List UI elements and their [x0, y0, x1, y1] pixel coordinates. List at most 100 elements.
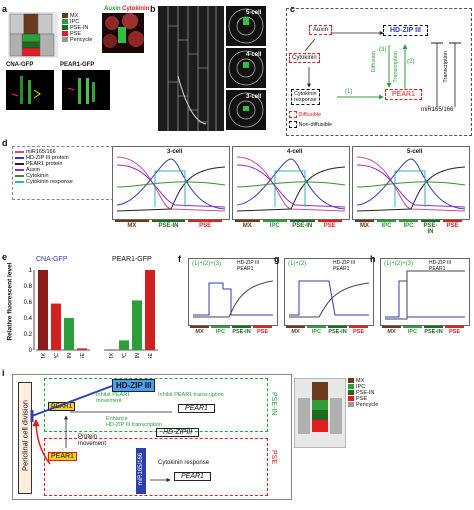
panel-h-letter: h [370, 254, 376, 264]
legend-d: miR165/166 HD-ZIP III protein PEAR1 prot… [12, 146, 114, 200]
mir-label: miR165/166 [421, 107, 454, 113]
zone-label: MX [291, 329, 300, 335]
legend-d-auxin: Auxin [26, 167, 40, 173]
cytokinin-response-box: Cytokinin response [291, 89, 320, 105]
zone-label: IPC [311, 329, 322, 335]
label-5cell: 5-cell [246, 10, 262, 16]
cna-gfp-micrograph [6, 70, 54, 110]
bar [64, 318, 74, 350]
zone-label: IPC [381, 223, 392, 229]
zone-bar [382, 326, 401, 328]
panel-d-letter: d [2, 138, 8, 148]
hdzip-curve [116, 158, 226, 210]
zone-bar [115, 220, 149, 222]
zone-label: MX [360, 223, 369, 229]
legend-pericycle: Pericycle [70, 37, 93, 43]
hdzip-curve [236, 158, 346, 210]
enhance-text-2: HD-ZIP III transcription [106, 422, 162, 428]
label-n3: (3) [379, 47, 387, 53]
protein-text-1: Protein [78, 434, 98, 440]
e-xtick: MX [41, 353, 47, 358]
e-xtick: MX [109, 353, 115, 358]
mir-bar: miR165/166 [136, 448, 146, 494]
auxin-cytokinin-micrograph [102, 13, 144, 53]
e-ylabel: Relative fluorescent level [6, 262, 14, 341]
model-arrows [304, 31, 461, 107]
cytokinin-response-text: Cytokinin response [158, 460, 210, 466]
periclinal-bar: Periclinal cell division [18, 382, 32, 494]
nondiffusible-legend: Non-diffusible [289, 121, 332, 128]
zone-bar [349, 326, 368, 328]
legend-d-mir: miR165/166 [26, 149, 56, 155]
pear1-chart-title: PEAR1-GFP [112, 256, 152, 263]
zone-bar [211, 326, 230, 328]
sim-annotation: (1)+(2)+(3) [192, 261, 222, 267]
bar [132, 300, 142, 350]
e-xtick: IPC [122, 353, 128, 358]
legend-i-pericycle: Pericycle [356, 402, 379, 408]
zone-bar [445, 326, 464, 328]
zone-bar [151, 220, 186, 222]
label-3cell: 3-cell [246, 94, 262, 100]
pse-box [44, 438, 268, 496]
pear1-curve [289, 282, 370, 318]
sim-legend: HD-ZIP III PEAR1 [237, 260, 260, 272]
zone-bar [232, 326, 251, 328]
e-xtick: PSE [80, 353, 86, 358]
psein-side-label: PSE-IN [270, 392, 277, 416]
hdzip-box: HD-ZIP III [383, 25, 428, 36]
sim-plot-d: 4-cell [232, 146, 350, 220]
diffusible-legend: Diffusible [289, 111, 321, 118]
zone-bar [403, 326, 422, 328]
sim-legend: HD-ZIP III PEAR1 [429, 260, 452, 272]
nondiffusible-text: Non-diffusible [298, 121, 333, 128]
zone-label: PSE [323, 223, 336, 229]
pear1-gfp-label: PEAR1-GFP [60, 62, 95, 68]
e-xtick: PSE-IN [135, 353, 141, 358]
zone-label: MX [127, 223, 137, 229]
pear1-gfp-micrograph [62, 70, 110, 110]
e-xtick: PSE [148, 353, 154, 358]
cross-section-5cell [226, 6, 266, 46]
zone-label: IPC [269, 223, 280, 229]
pear1-box: PEAR1 [385, 89, 422, 100]
legend-d-cytokinin: Cytokinin [26, 173, 49, 179]
zone-label: PSE [352, 329, 364, 335]
sim-plot-title: 3-cell [167, 149, 183, 155]
sim-plot-g: (1)+(2) HD-ZIP III PEAR1 [284, 258, 374, 326]
pear1-psein: PEAR1 [48, 402, 76, 411]
zone-bar [377, 220, 396, 222]
zone-bar [307, 326, 326, 328]
pear1-gene-box1: PEAR1 [178, 404, 215, 413]
hdzip-curve [356, 158, 466, 210]
zone-bar [253, 326, 272, 328]
diffusion-label: Diffusion [371, 51, 377, 73]
sim-plot-h: (1)+(2)+(3) HD-ZIP III PEAR1 [380, 258, 470, 326]
protein-text-2: movement [78, 441, 107, 447]
hdzip-curve [193, 282, 273, 316]
sim-plot-f: (1)+(2)+(3) HD-ZIP III PEAR1 [188, 258, 278, 326]
label-4cell: 4-cell [246, 52, 262, 58]
zone-label: PSE [448, 329, 460, 335]
e-ytick: 0.4 [24, 316, 33, 322]
cytoresp-line1: Cytokinin [294, 91, 317, 97]
model-i-frame [12, 374, 292, 500]
pse-side-label: PSE [270, 450, 277, 465]
hdzip-gene-box: HD-ZIPIII [156, 428, 200, 437]
zone-bar [190, 326, 209, 328]
cna-chart-title: CNA-GFP [36, 256, 68, 263]
bar [38, 270, 48, 350]
panel-f-letter: f [178, 254, 181, 264]
panel-a-letter: a [2, 4, 8, 14]
legend-i-psein: PSE-IN [356, 390, 375, 396]
zone-bar [290, 220, 315, 222]
zone-label: MX [195, 329, 204, 335]
zone-bar [317, 220, 342, 222]
cytokinin-curve [356, 181, 466, 188]
zone-bar [355, 220, 374, 222]
e-ytick: 0.8 [24, 284, 33, 290]
e-ytick: 1 [29, 268, 33, 274]
root-longitudinal-micrograph [158, 6, 224, 131]
legend-mx: MX [70, 13, 79, 19]
bar [119, 340, 129, 350]
